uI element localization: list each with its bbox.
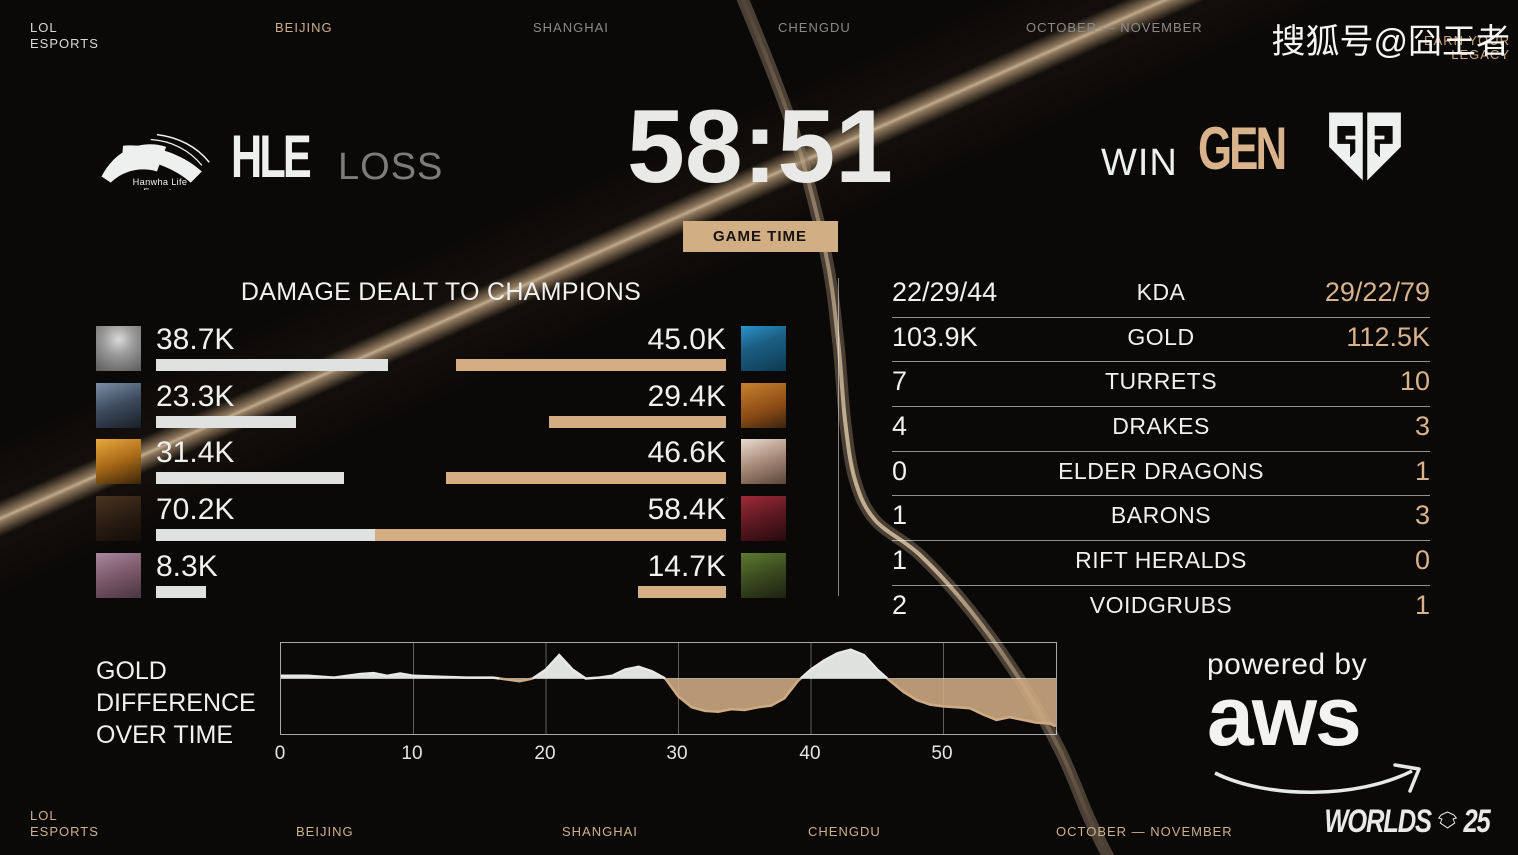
svg-text:Esports: Esports <box>143 187 176 190</box>
svg-text:Hanwha Life: Hanwha Life <box>133 177 188 187</box>
